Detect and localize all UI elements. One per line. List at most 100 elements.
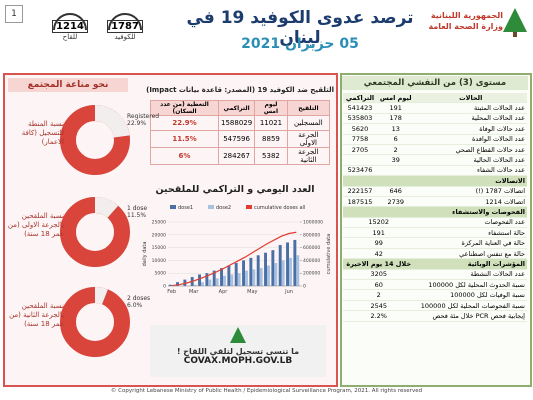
cell: عدد الحالات النشطة	[414, 269, 527, 281]
hotline-label: للقاح	[62, 33, 78, 41]
bar	[183, 279, 187, 286]
cell: عدد الحالات الوافدة	[414, 134, 527, 145]
header-row: الحالات ليوم امس التراكمي	[343, 93, 527, 104]
hotline-vaccine: 1214 للقاح	[48, 8, 92, 41]
bar	[205, 273, 209, 286]
cell: 5382	[254, 147, 288, 165]
donut-title: نسبة المنطة للتسجيل (كافة الاعمار)	[21, 120, 64, 146]
cell: عدد الفحوصات	[414, 217, 527, 229]
cell: 2739	[376, 196, 415, 208]
donut-slice	[94, 105, 130, 139]
cell: عدد حالات الوفاة	[414, 123, 527, 135]
donut-ring	[60, 287, 130, 357]
x-tick-label: Feb	[167, 289, 176, 295]
cell: حالة في العناية المركزة	[414, 237, 527, 249]
column-header: الحالات	[414, 93, 527, 104]
y2-axis-label: cumulative data	[326, 234, 332, 275]
cell: عدد حالات الشفاء	[414, 165, 527, 177]
section-title: الفحوصات والاستشفاء	[414, 206, 527, 218]
bar	[271, 250, 275, 286]
bar	[264, 252, 267, 286]
cell: حالة مع تنفس اصطناعي	[414, 248, 527, 260]
cell: المسجلين	[286, 115, 331, 131]
x-tick-label: Mar	[189, 289, 199, 295]
row: عدد حالات الوفاة 13 5620	[343, 123, 527, 135]
cell: 2	[343, 289, 415, 301]
donut-title: نسبة الملقحين بالجرعة الثانية (من عمر 18…	[9, 302, 64, 328]
cedar-logo	[230, 8, 527, 343]
cell: 60	[343, 279, 415, 291]
hotline-covid: 1787 للكوفيد	[103, 8, 147, 41]
row: عدد الحالات المثبتة 191 541423	[343, 102, 527, 114]
cell: 42	[343, 248, 415, 260]
cell	[376, 165, 415, 177]
bar	[249, 257, 253, 286]
hotline-number: 1214	[52, 20, 88, 33]
section-note	[343, 175, 415, 187]
section-note: خلال 14 يوم الاخيرة	[343, 258, 415, 270]
slice-label: 2 doses	[127, 295, 150, 302]
cell: 191	[376, 102, 415, 114]
cell: 541423	[343, 102, 377, 114]
row: عدد الحالات المحلية 178 535803	[343, 113, 527, 125]
cell: إيجابية فحص PCR خلال مئة فحص	[414, 310, 527, 322]
title: ترصد عدوى الكوفيد 19 في لبنان	[186, 8, 414, 48]
y-tick-label: 20000	[152, 232, 166, 238]
cell: 2	[376, 144, 415, 156]
cell: اتصالات 1214	[414, 196, 527, 208]
column-header: ليوم امس	[376, 93, 415, 104]
cell: 191	[343, 227, 415, 239]
section-title: الاتصالات	[414, 175, 527, 187]
bar	[220, 268, 223, 286]
cell: عدد الحالات المحلية	[414, 113, 527, 125]
x-tick-label: May	[247, 289, 257, 295]
donut-slice	[94, 197, 119, 219]
table: الحالات ليوم امس التراكمي عدد الحالات المثب…	[343, 93, 527, 322]
row: عدد حالات الشفاء 523476	[343, 165, 527, 177]
cell: عدد حالات القطاع الصحي	[414, 144, 527, 156]
cell: 2705	[343, 144, 377, 156]
row: الجرعة الثانية 5382 284267 6%	[150, 147, 331, 165]
y-tick-label: 10000	[152, 258, 166, 264]
cell: حالة استشفاء	[414, 227, 527, 239]
row: عدد الحالات الحالية 39	[343, 154, 527, 166]
cell: نسبة الفحوصات المحلية لكل 100000	[414, 300, 527, 312]
cell: 5620	[343, 123, 377, 135]
bar	[281, 260, 285, 286]
column-header: التغطية (من عدد السكان)	[150, 100, 219, 116]
row: عدد الحالات الوافدة 6 7758	[343, 134, 527, 145]
donut-ring	[60, 197, 130, 267]
cell: 3205	[343, 269, 415, 281]
ministry-line: الجمهورية اللبنانية	[430, 11, 503, 20]
y-axis-label: daily data	[142, 242, 148, 267]
y-tick-label: 5000	[155, 271, 167, 277]
y2-tick-label: 1000000	[303, 220, 323, 226]
legend-label: dose1	[178, 205, 193, 211]
cell: 6%	[150, 147, 219, 165]
column-header: التلقيح	[286, 100, 331, 116]
row: اتصالات 1214 2739 187515	[343, 196, 527, 208]
cell: 646	[376, 186, 415, 197]
bar	[289, 257, 292, 286]
cell: 2545	[343, 300, 415, 312]
bar	[278, 245, 282, 286]
section-row: المؤشرات الوبائية خلال 14 يوم الاخيرة	[343, 258, 527, 270]
slice-value: 6.0%	[127, 302, 143, 309]
cell: 535803	[343, 113, 377, 125]
bar	[208, 279, 212, 286]
row: المسجلين 11021 1588029 22.9%	[150, 115, 331, 131]
bar	[198, 274, 201, 286]
y-tick-label: 0	[163, 284, 166, 290]
ministry: الجمهورية اللبنانية وزارة الصحة العامة	[428, 10, 503, 32]
column-header: التراكمي	[217, 100, 256, 116]
banner-url: COVAX.MOPH.GOV.LB	[183, 356, 293, 366]
hotline-number: 1787	[107, 20, 143, 33]
immunity-title: نحو مناعة المجتمع	[8, 78, 128, 92]
legend-swatch	[208, 205, 214, 209]
bar	[256, 255, 260, 286]
cell	[343, 154, 377, 166]
section-row: الفحوصات والاستشفاء	[343, 206, 527, 218]
footer: © Copyright Lebanese Ministry of Public …	[110, 388, 423, 394]
